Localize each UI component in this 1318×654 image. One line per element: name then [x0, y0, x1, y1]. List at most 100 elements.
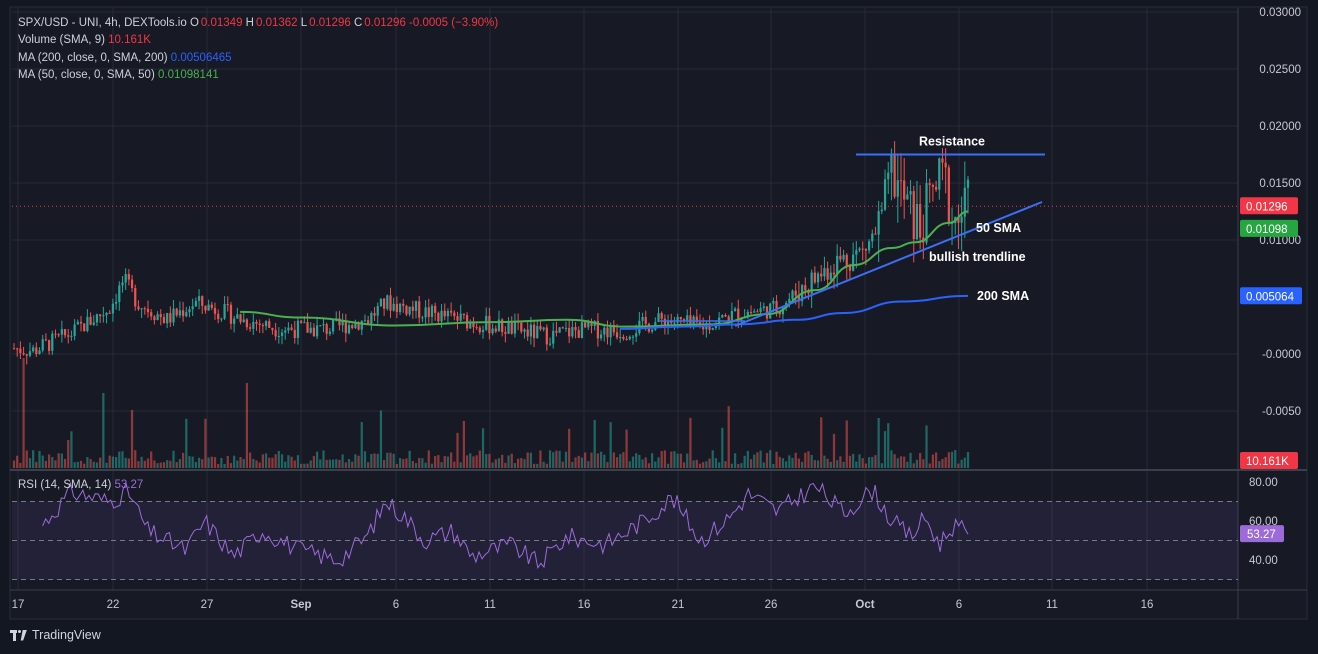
candle-body[interactable] [95, 314, 99, 323]
candle-body[interactable] [38, 350, 41, 354]
candle-body[interactable] [280, 332, 284, 336]
candle-body[interactable] [848, 265, 852, 271]
candle-body[interactable] [99, 314, 102, 317]
candle-body[interactable] [185, 312, 188, 317]
candle-body[interactable] [756, 311, 759, 313]
candle-body[interactable] [523, 329, 526, 332]
candle-body[interactable] [73, 324, 76, 336]
candle-body[interactable] [839, 255, 842, 260]
candle-body[interactable] [169, 313, 172, 323]
candle-body[interactable] [379, 298, 383, 307]
candle-body[interactable] [312, 327, 316, 337]
candle-body[interactable] [143, 308, 146, 310]
candle-body[interactable] [657, 313, 660, 323]
candle-body[interactable] [906, 194, 909, 200]
candle-body[interactable] [749, 311, 753, 313]
candle-body[interactable] [408, 306, 411, 315]
candle-body[interactable] [351, 325, 354, 329]
candle-body[interactable] [711, 327, 714, 330]
candle-body[interactable] [829, 272, 832, 280]
candle-body[interactable] [424, 307, 427, 318]
candle-body[interactable] [462, 313, 465, 316]
candle-body[interactable] [919, 204, 922, 238]
candle-body[interactable] [405, 305, 408, 315]
candle-body[interactable] [402, 303, 405, 306]
ma50-legend[interactable]: MA (50, close, 0, SMA, 50) 0.01098141 [18, 67, 498, 84]
rsi-line[interactable] [42, 481, 969, 569]
candle-body[interactable] [60, 329, 63, 335]
candle-body[interactable] [775, 301, 778, 312]
candle-body[interactable] [963, 187, 966, 217]
candle-body[interactable] [730, 311, 734, 323]
candle-body[interactable] [893, 153, 896, 197]
candle-body[interactable] [931, 184, 935, 187]
candle-body[interactable] [804, 285, 807, 291]
candle-body[interactable] [529, 324, 532, 337]
candle-body[interactable] [733, 308, 737, 312]
candle-body[interactable] [791, 290, 794, 299]
candle-body[interactable] [411, 306, 414, 311]
candle-body[interactable] [264, 321, 268, 327]
candle-body[interactable] [810, 272, 813, 294]
candle-body[interactable] [813, 272, 816, 283]
candle-body[interactable] [746, 311, 749, 318]
candle-body[interactable] [239, 314, 242, 323]
candle-body[interactable] [430, 305, 434, 318]
candle-body[interactable] [816, 273, 820, 283]
candle-body[interactable] [934, 186, 938, 190]
candle-body[interactable] [928, 183, 931, 185]
candle-body[interactable] [105, 312, 108, 316]
candle-body[interactable] [520, 322, 523, 332]
candle-body[interactable] [338, 318, 341, 326]
candle-body[interactable] [268, 321, 271, 328]
candle-body[interactable] [57, 334, 60, 336]
candle-body[interactable] [651, 329, 654, 332]
candle-body[interactable] [137, 306, 140, 310]
candle-body[interactable] [162, 317, 166, 324]
candle-body[interactable] [788, 298, 791, 303]
candle-body[interactable] [545, 327, 548, 345]
candle-body[interactable] [599, 334, 603, 339]
candle-body[interactable] [852, 254, 855, 271]
candle-body[interactable] [446, 310, 450, 317]
candle-body[interactable] [612, 325, 615, 333]
candle-body[interactable] [794, 290, 797, 296]
candle-body[interactable] [437, 312, 440, 322]
candle-body[interactable] [32, 347, 35, 352]
candle-body[interactable] [548, 343, 552, 345]
candle-body[interactable] [287, 327, 290, 331]
candle-body[interactable] [89, 316, 92, 325]
candle-body[interactable] [16, 348, 19, 350]
candle-body[interactable] [858, 248, 861, 251]
candle-body[interactable] [347, 325, 351, 334]
candle-body[interactable] [150, 312, 153, 317]
candle-body[interactable] [392, 303, 395, 311]
candle-body[interactable] [414, 301, 418, 311]
candle-body[interactable] [386, 295, 389, 309]
candle-body[interactable] [571, 327, 574, 337]
candle-body[interactable] [76, 321, 79, 325]
candle-body[interactable] [201, 296, 204, 306]
candle-body[interactable] [542, 327, 545, 330]
candle-body[interactable] [367, 320, 370, 324]
candle-body[interactable] [820, 273, 823, 277]
candle-body[interactable] [223, 304, 226, 319]
candle-body[interactable] [19, 348, 22, 353]
candle-body[interactable] [252, 321, 255, 329]
candle-body[interactable] [960, 216, 963, 223]
candle-body[interactable] [912, 191, 915, 240]
candle-body[interactable] [245, 319, 249, 328]
candle-body[interactable] [47, 340, 51, 351]
candle-body[interactable] [315, 325, 319, 337]
candle-body[interactable] [213, 307, 217, 314]
candle-body[interactable] [568, 327, 571, 337]
ma200-line[interactable] [619, 294, 969, 330]
candle-body[interactable] [558, 327, 561, 333]
candle-body[interactable] [258, 323, 261, 326]
candle-body[interactable] [938, 158, 941, 190]
candle-body[interactable] [635, 333, 638, 337]
candle-body[interactable] [494, 328, 497, 332]
candle-body[interactable] [166, 313, 169, 324]
candle-body[interactable] [552, 330, 555, 344]
candle-body[interactable] [383, 298, 386, 309]
